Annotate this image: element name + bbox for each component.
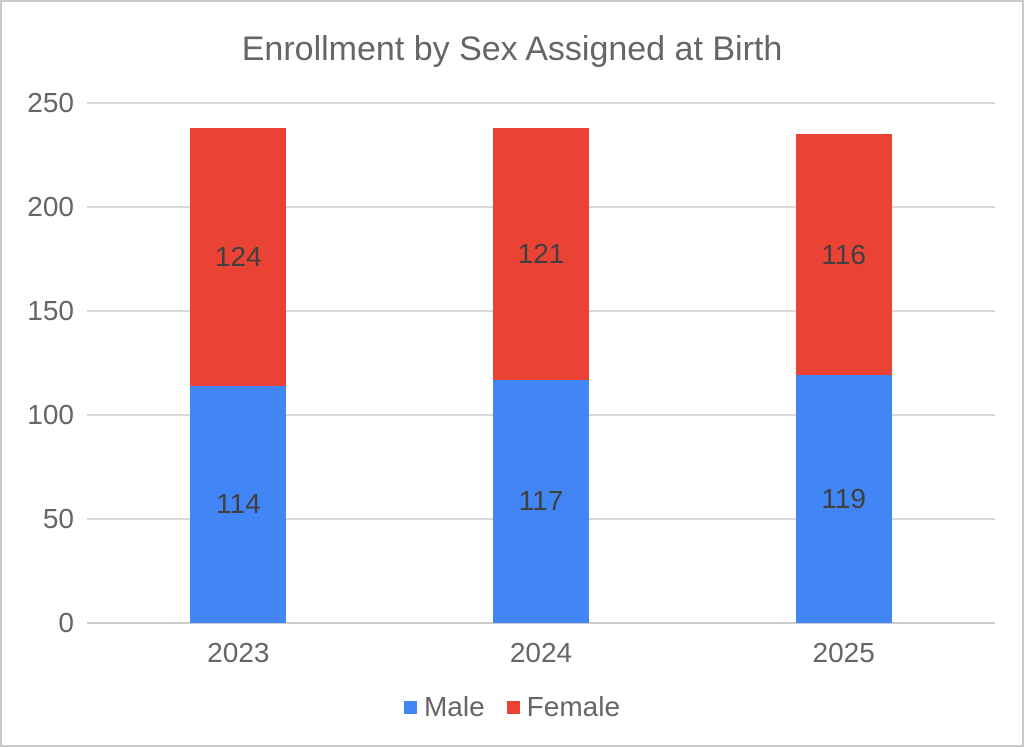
bar-value-label: 117: [518, 485, 564, 517]
y-axis-tick-label: 100: [27, 399, 74, 430]
x-axis-tick-label: 2023: [207, 637, 270, 668]
bar-value-label: 124: [214, 240, 262, 272]
y-axis-tick-label: 250: [27, 87, 74, 118]
x-axis-tick-label: 2025: [812, 637, 875, 668]
legend-swatch-icon: [403, 700, 417, 714]
bar-segment-female-2023: [190, 127, 287, 386]
bar-segment-female-2025: [795, 134, 892, 376]
y-axis-tick-label: 200: [27, 191, 74, 222]
bar-value-label: 116: [821, 238, 866, 270]
chart-title: Enrollment by Sex Assigned at Birth: [241, 30, 783, 68]
legend-label: Male: [423, 691, 485, 722]
bar-value-label: 119: [821, 483, 866, 515]
x-axis-baseline: [87, 622, 995, 624]
y-axis-tick-label: 150: [27, 295, 74, 326]
legend-item-female: Female: [506, 691, 621, 723]
bar-value-label: 114: [216, 488, 261, 520]
bar-segment-male-2025: [795, 375, 892, 623]
gridline: [87, 102, 995, 104]
y-axis-tick-label: 50: [42, 503, 74, 534]
y-axis-tick-label: 0: [58, 607, 74, 638]
legend-label: Female: [526, 691, 621, 722]
bar-segment-male-2024: [493, 379, 589, 623]
bar-value-label: 121: [517, 237, 565, 269]
legend-swatch-icon: [506, 700, 520, 714]
legend-item-male: Male: [403, 691, 485, 723]
chart-legend: Male Female: [2, 691, 1022, 723]
bar-segment-female-2024: [493, 127, 589, 380]
bar-segment-male-2023: [190, 385, 287, 623]
x-axis-tick-label: 2024: [509, 637, 573, 668]
